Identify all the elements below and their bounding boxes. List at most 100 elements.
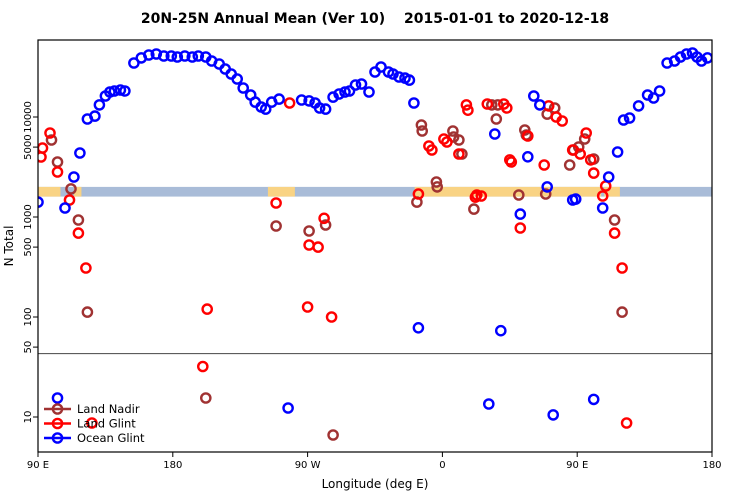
x-tick-label: 0 [439,460,445,471]
data-point [661,57,673,69]
data-point [237,82,249,94]
data-point [303,225,315,237]
data-point [86,417,98,429]
data-point [89,110,101,122]
legend-label: Land Nadir [77,402,140,416]
data-point [412,188,425,200]
data-point [602,171,615,183]
chart-title: 20N-25N Annual Mean (Ver 10) 2015-01-01 … [141,11,609,27]
y-tick-label: 10000 [23,101,34,133]
data-point [572,141,585,153]
data-point [596,190,609,202]
data-point [231,73,243,85]
data-point [647,92,660,104]
data-point [587,167,600,179]
data-point [460,99,473,111]
data-point [514,222,527,234]
data-point [199,392,212,404]
series-land-nadir [45,99,628,441]
data-point [319,103,332,115]
data-point [534,99,546,111]
data-point [695,55,708,67]
data-point [611,146,624,158]
data-point [178,50,191,62]
data-point [447,125,459,137]
data-point [416,125,429,137]
legend-label: Land Glint [77,417,136,431]
data-point [74,147,86,159]
data-point [72,214,85,226]
data-point [528,90,540,102]
data-point [468,203,480,215]
y-tick-label: 500 [23,238,34,257]
data-point [65,183,77,195]
data-point [108,85,121,97]
data-point [617,114,630,126]
data-point [430,176,443,188]
data-point [608,214,621,226]
data-point [415,119,428,131]
legend-item-land-nadir: Land Nadir [44,402,140,416]
data-point [541,181,554,193]
data-point [569,193,582,205]
data-point [462,104,474,116]
data-point [270,220,282,232]
data-point [343,85,356,97]
data-point [587,393,600,406]
data-point [128,57,140,69]
data-point [556,115,569,127]
data-point [349,79,362,91]
data-point [538,159,551,171]
data-point [475,190,488,202]
data-point [283,97,296,109]
data-point [319,219,332,231]
data-point [301,301,314,313]
data-point [490,113,503,125]
data-point [505,156,518,168]
data-point [412,321,425,334]
data-point [51,392,64,404]
map-band-land [73,186,82,197]
plot-border [37,39,713,453]
data-point [44,127,56,139]
x-tick-label: 180 [702,460,721,471]
data-point [616,262,628,274]
map-band-ocean [38,186,712,197]
data-point [327,91,339,103]
x-tick-label: 90 E [27,460,49,471]
data-point [295,94,308,106]
series-ocean-glint [38,47,712,421]
data-point [522,130,534,142]
data-point [438,133,450,145]
data-point [701,52,712,64]
data-point [494,324,507,337]
data-point [387,68,399,80]
data-point [171,51,184,63]
x-axis-title: Longitude (deg E) [322,477,429,491]
legend-marker [51,432,64,444]
y-tick-label: 5000 [23,134,34,159]
data-point [38,142,49,154]
data-point [580,127,593,139]
data-point [393,71,405,83]
map-band-land [604,186,620,197]
data-point [51,156,64,168]
data-point [150,48,163,60]
data-point [165,50,178,62]
data-point [186,51,199,63]
data-point [519,124,531,136]
y-tick-label: 10 [23,411,34,424]
data-point [453,148,465,160]
data-point [45,134,58,146]
data-point [623,112,636,124]
legend-marker [51,403,64,415]
data-point [574,148,587,160]
data-point [313,102,326,114]
data-point [192,50,205,62]
data-point [482,398,495,410]
map-band-land [414,186,602,197]
map-band-land [267,186,295,197]
